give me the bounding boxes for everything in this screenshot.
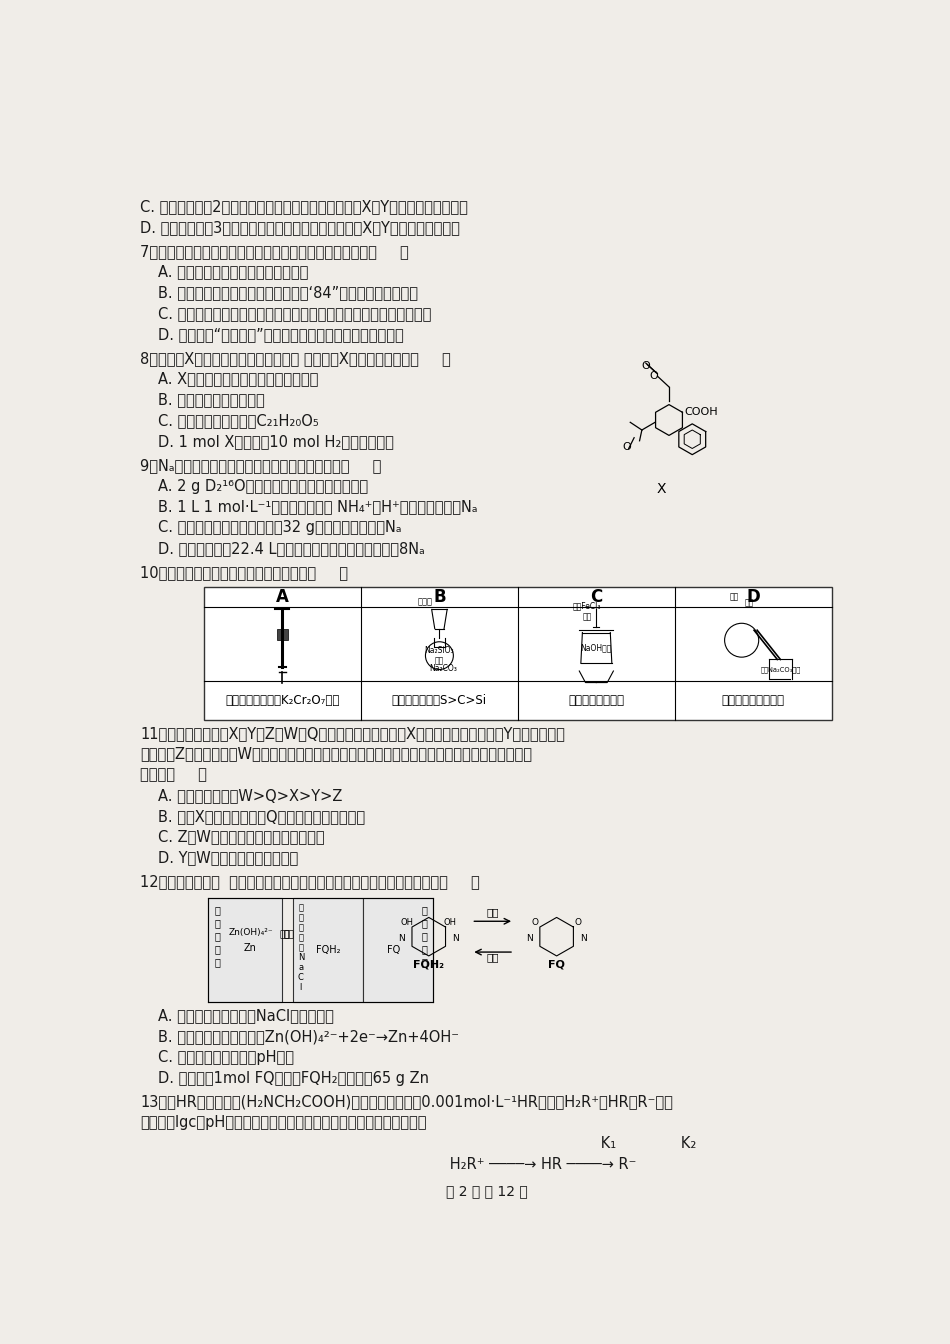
Text: A. 简单离子半径：W>Q>X>Y>Z: A. 简单离子半径：W>Q>X>Y>Z [158, 788, 342, 804]
Text: 11、短周期主族元素X、Y、Z、W、Q的原子序数依次增大，X的气态氢化物极易溢于Y的氢化物中，: 11、短周期主族元素X、Y、Z、W、Q的原子序数依次增大，X的气态氢化物极易溢于… [141, 726, 565, 741]
Text: 质: 质 [298, 943, 303, 952]
Text: A. 充电时，中性电解质NaCl的浓度减小: A. 充电时，中性电解质NaCl的浓度减小 [158, 1008, 333, 1023]
Text: 电: 电 [298, 923, 303, 931]
Text: B. 为消杀奥密克戴病毒，家庭中可将‘84”消毒液和洁厕灵混用: B. 为消杀奥密克戴病毒，家庭中可将‘84”消毒液和洁厕灵混用 [158, 285, 417, 300]
Text: O: O [641, 362, 650, 371]
Text: 性: 性 [215, 918, 220, 927]
Text: FQ: FQ [388, 945, 401, 956]
Text: 酸: 酸 [422, 905, 428, 915]
Text: 常温下，Z的单质能溶于W的最高价氧化物对应的水化物的稀溶液，却不溢于其浓溶液。下列说法错: 常温下，Z的单质能溶于W的最高价氧化物对应的水化物的稀溶液，却不溢于其浓溶液。下… [141, 746, 532, 762]
Text: 度对数値lgc与pH的关系如右图所示。已知三种微粒转化的平衡常数：: 度对数値lgc与pH的关系如右图所示。已知三种微粒转化的平衡常数： [141, 1116, 427, 1130]
Text: 稀硫酸: 稀硫酸 [418, 597, 433, 606]
Text: B: B [433, 589, 446, 606]
Text: 准确量取一定体积K₂Cr₂O₇溶液: 准确量取一定体积K₂Cr₂O₇溶液 [225, 694, 340, 707]
Text: l: l [299, 982, 302, 992]
Text: a: a [298, 962, 303, 972]
Text: D: D [747, 589, 760, 606]
Text: 第 2 页 共 12 页: 第 2 页 共 12 页 [446, 1184, 528, 1198]
Text: OH: OH [401, 918, 413, 927]
Text: 质: 质 [422, 957, 428, 968]
Text: B. 所有碳原子可能共平面: B. 所有碳原子可能共平面 [158, 392, 264, 407]
Text: 阴膜: 阴膜 [280, 930, 291, 939]
Text: 饱和Na₂CO₃溶液: 饱和Na₂CO₃溶液 [760, 667, 801, 673]
Text: 乙醇: 乙醇 [730, 593, 738, 601]
Text: 乙酸: 乙酸 [745, 598, 754, 607]
Text: B. 充电时，阴极反应式为Zn(OH)₄²⁻+2e⁻→Zn+4OH⁻: B. 充电时，阴极反应式为Zn(OH)₄²⁻+2e⁻→Zn+4OH⁻ [158, 1030, 459, 1044]
Text: 制备并收集乙酸乙酯: 制备并收集乙酸乙酯 [722, 694, 785, 707]
Text: 性: 性 [422, 918, 428, 927]
Text: FQ: FQ [548, 960, 565, 969]
Text: N: N [398, 934, 405, 942]
Text: 解: 解 [298, 933, 303, 942]
Text: C. 通过杂交组卸2，可判断控制该性状的基因一定位于X、Y染色体的非同源区段: C. 通过杂交组卸2，可判断控制该性状的基因一定位于X、Y染色体的非同源区段 [141, 199, 468, 214]
Text: A: A [276, 589, 289, 606]
Text: 12、高电压水系锶  有机混合液流电池的装置如图所示。下列说法错误的是（     ）: 12、高电压水系锶 有机混合液流电池的装置如图所示。下列说法错误的是（ ） [141, 875, 480, 890]
Text: D. 通过杂交组卸3，可判断控制该性状的基因一定位于X、Y染色体的同源区段: D. 通过杂交组卸3，可判断控制该性状的基因一定位于X、Y染色体的同源区段 [141, 220, 461, 235]
Text: 质: 质 [215, 957, 220, 968]
Text: O: O [531, 918, 539, 927]
Text: K₁              K₂: K₁ K₂ [389, 1136, 697, 1150]
Text: D. 标准状况下，22.4 L乙醒中含有的共用电子对总数为8Nₐ: D. 标准状况下，22.4 L乙醒中含有的共用电子对总数为8Nₐ [158, 540, 425, 556]
Text: O: O [650, 371, 658, 382]
Text: 10、下列实验操作中，装置选择合理的是（     ）: 10、下列实验操作中，装置选择合理的是（ ） [141, 564, 349, 579]
Text: D. 1 mol X最多可与10 mol H₂发生加成反应: D. 1 mol X最多可与10 mol H₂发生加成反应 [158, 434, 393, 449]
Text: 误的是（     ）: 误的是（ ） [141, 767, 207, 782]
Text: D. 放电时，1mol FQ转化为FQH₂，可消耰65 g Zn: D. 放电时，1mol FQ转化为FQH₂，可消耰65 g Zn [158, 1071, 428, 1086]
Text: FQH₂: FQH₂ [413, 960, 445, 969]
Text: 中: 中 [298, 903, 303, 913]
Text: 解: 解 [422, 943, 428, 954]
Text: 制备氮氧化铁胶体: 制备氮氧化铁胶体 [568, 694, 624, 707]
Text: B. 元素X的气态氢化物与Q的单质可发生置换反应: B. 元素X的气态氢化物与Q的单质可发生置换反应 [158, 809, 365, 824]
Text: C. Z、W的简单离子都能促进水的电离: C. Z、W的简单离子都能促进水的电离 [158, 829, 324, 844]
Text: A. 2 g D₂¹⁶O，所含的中子数和电子数不相等: A. 2 g D₂¹⁶O，所含的中子数和电子数不相等 [158, 478, 368, 493]
Bar [204, 587, 832, 719]
Text: N: N [526, 934, 533, 942]
Text: D. Y与W具有相同的最高化合价: D. Y与W具有相同的最高化合价 [158, 851, 297, 866]
Text: 7、化学与生活、生产、科技密切相关，下列说法正确的是（     ）: 7、化学与生活、生产、科技密切相关，下列说法正确的是（ ） [141, 243, 409, 258]
Text: 充电: 充电 [486, 907, 499, 917]
Text: 电: 电 [215, 931, 220, 941]
Text: FQH₂: FQH₂ [315, 945, 340, 956]
Text: 电: 电 [422, 931, 428, 941]
Text: COOH: COOH [685, 407, 718, 417]
Text: 9、Nₐ是阿伏加德罗常数的値，下列说法正确的是（     ）: 9、Nₐ是阿伏加德罗常数的値，下列说法正确的是（ ） [141, 458, 382, 473]
Text: 放电: 放电 [486, 952, 499, 962]
Text: N: N [297, 953, 304, 962]
Text: C. 利用鑂合金具有耗腐蚀、者高压的特性，可制造深海载人舱的壳体: C. 利用鑂合金具有耗腐蚀、者高压的特性，可制造深海载人舱的壳体 [158, 306, 431, 321]
Text: N: N [580, 934, 587, 942]
Text: N: N [452, 934, 459, 942]
Text: O: O [575, 918, 581, 927]
Text: A. X在酸性或碱性溶液中均可发生反应: A. X在酸性或碱性溶液中均可发生反应 [158, 371, 318, 387]
Text: 解: 解 [215, 943, 220, 954]
Text: D. 非遗文化“北京绒人”技术制作的娃娃能用加酶洗浤剂洁洗: D. 非遗文化“北京绒人”技术制作的娃娃能用加酶洗浤剂洁洗 [158, 327, 403, 341]
Bar [208, 898, 281, 1003]
Text: 性: 性 [298, 913, 303, 922]
Bar [363, 898, 432, 1003]
Text: C. 该化合物的分子式为C₂₁H₂₀O₅: C. 该化合物的分子式为C₂₁H₂₀O₅ [158, 413, 318, 429]
Text: H₂R⁺ ────→ HR ────→ R⁻: H₂R⁺ ────→ HR ────→ R⁻ [311, 1157, 636, 1172]
Bar [294, 898, 363, 1003]
Text: 8、化合物X常作中间体合成高效药物， 下列有关X的说法错误的是（     ）: 8、化合物X常作中间体合成高效药物， 下列有关X的说法错误的是（ ） [141, 351, 451, 366]
Text: C: C [590, 589, 602, 606]
Text: O: O [622, 442, 631, 452]
Text: 阳膜: 阳膜 [284, 930, 294, 939]
Text: Na₂CO₃: Na₂CO₃ [429, 664, 457, 673]
Text: A. 水晶、石英玻璃都是二氧化硅晶体: A. 水晶、石英玻璃都是二氧化硅晶体 [158, 265, 308, 280]
Text: 饱和FeCl₃
溶液: 饱和FeCl₃ 溶液 [573, 602, 601, 621]
Text: 13、用HR表示甘氨酸(H₂NCH₂COOH)，其为两性物质。0.001mol·L⁻¹HR溶液中H₂R⁺、HR和R⁻的浓: 13、用HR表示甘氨酸(H₂NCH₂COOH)，其为两性物质。0.001mol·… [141, 1094, 674, 1110]
Bar [277, 629, 288, 640]
Text: NaOH溶液: NaOH溶液 [580, 644, 612, 652]
Text: C. 铜粉与足量硫磺加热反应，32 g铜失去的电子数为Nₐ: C. 铜粉与足量硫磺加热反应，32 g铜失去的电子数为Nₐ [158, 520, 401, 535]
Text: OH: OH [444, 918, 457, 927]
Text: Zn(OH)₄²⁻: Zn(OH)₄²⁻ [228, 929, 273, 937]
Text: C: C [298, 973, 304, 982]
Text: B. 1 L 1 mol·L⁻¹液化铵水溶液中 NH₄⁺与H⁺离子数之和大于Nₐ: B. 1 L 1 mol·L⁻¹液化铵水溶液中 NH₄⁺与H⁺离子数之和大于Nₐ [158, 500, 477, 515]
Text: C. 放电时，正极反应的pH减小: C. 放电时，正极反应的pH减小 [158, 1050, 294, 1064]
Text: Na₂SiO₃
溶液: Na₂SiO₃ 溶液 [425, 646, 454, 665]
Text: Zn: Zn [244, 943, 256, 953]
Text: 验证非金属性：S>C>Si: 验证非金属性：S>C>Si [391, 694, 487, 707]
Text: 碱: 碱 [215, 905, 220, 915]
Text: X: X [656, 482, 666, 496]
